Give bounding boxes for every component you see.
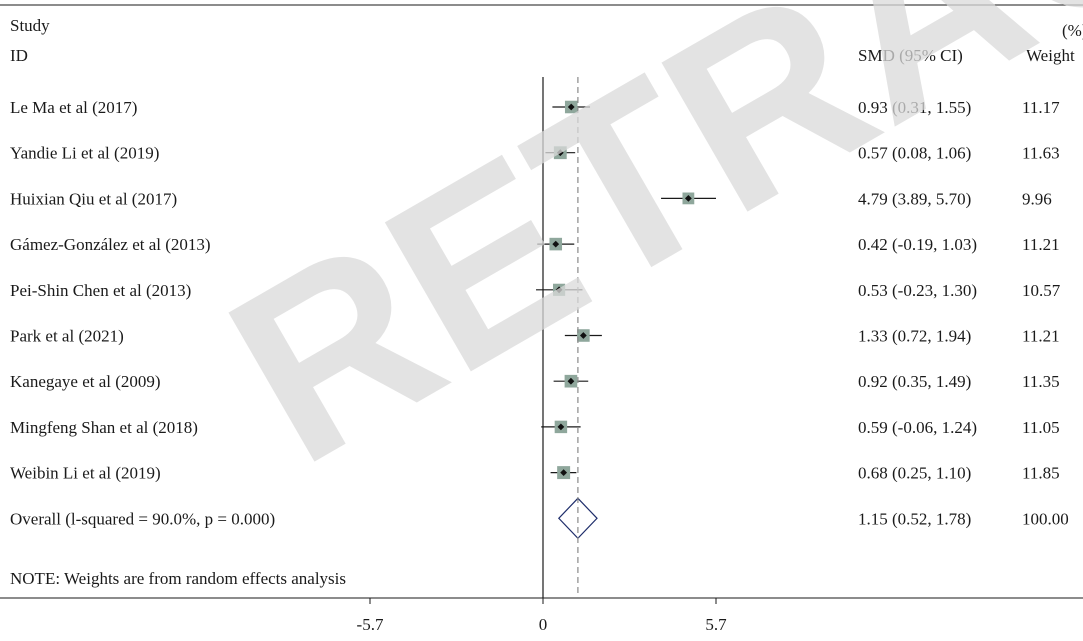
header-id: ID <box>10 46 28 65</box>
study-weight-text: 11.21 <box>1022 327 1060 346</box>
study-weight-text: 10.57 <box>1022 281 1061 300</box>
point-estimate <box>557 423 565 431</box>
point-estimate <box>556 149 564 157</box>
study-label: Weibin Li et al (2019) <box>10 464 161 483</box>
study-ci-text: 0.53 (-0.23, 1.30) <box>858 281 977 300</box>
study-label: Pei-Shin Chen et al (2013) <box>10 281 191 300</box>
overall-label: Overall (l-squared = 90.0%, p = 0.000) <box>10 509 275 528</box>
study-label: Gámez-González et al (2013) <box>10 235 211 254</box>
study-ci-text: 0.68 (0.25, 1.10) <box>858 464 971 483</box>
study-ci-text: 0.92 (0.35, 1.49) <box>858 372 971 391</box>
study-ci-text: 0.57 (0.08, 1.06) <box>858 144 971 163</box>
x-tick-label: 5.7 <box>705 615 727 634</box>
header-effect: SMD (95% CI) <box>858 46 963 65</box>
point-estimate <box>555 286 563 294</box>
x-tick-label: 0 <box>539 615 548 634</box>
study-ci-text: 1.33 (0.72, 1.94) <box>858 327 971 346</box>
study-label: Yandie Li et al (2019) <box>10 144 159 163</box>
header-study: Study <box>10 16 50 35</box>
study-row: Park et al (2021) 1.33 (0.72, 1.94) 11.21 <box>10 327 1060 346</box>
study-weight-text: 9.96 <box>1022 189 1052 208</box>
study-weight-text: 11.21 <box>1022 235 1060 254</box>
weights-note: NOTE: Weights are from random effects an… <box>10 569 346 588</box>
study-rows: Le Ma et al (2017) 0.93 (0.31, 1.55) 11.17… <box>10 98 1061 483</box>
study-weight-text: 11.17 <box>1022 98 1060 117</box>
study-label: Le Ma et al (2017) <box>10 98 137 117</box>
overall-diamond <box>557 497 598 540</box>
header-weight-unit: (%) <box>1062 21 1083 40</box>
study-label: Mingfeng Shan et al (2018) <box>10 418 198 437</box>
overall-weight-text: 100.00 <box>1022 509 1069 528</box>
study-ci-text: 0.93 (0.31, 1.55) <box>858 98 971 117</box>
study-weight-text: 11.35 <box>1022 372 1060 391</box>
point-estimate <box>567 103 575 111</box>
study-ci-text: 0.42 (-0.19, 1.03) <box>858 235 977 254</box>
study-label: Kanegaye et al (2009) <box>10 372 161 391</box>
overall-row: Overall (l-squared = 90.0%, p = 0.000) 1.… <box>10 497 1069 540</box>
point-estimate <box>684 195 692 202</box>
point-estimate <box>560 469 568 476</box>
x-tick-label: -5.7 <box>357 615 384 634</box>
study-row: Kanegaye et al (2009) 0.92 (0.35, 1.49) 11… <box>10 372 1060 391</box>
study-weight-text: 11.85 <box>1022 464 1060 483</box>
point-estimate <box>552 240 560 248</box>
study-weight-text: 11.05 <box>1022 418 1060 437</box>
study-row: Huixian Qiu et al (2017) 4.79 (3.89, 5.70… <box>10 189 1052 208</box>
study-row: Weibin Li et al (2019) 0.68 (0.25, 1.10) 1… <box>10 464 1060 483</box>
study-label: Park et al (2021) <box>10 327 124 346</box>
study-row: Yandie Li et al (2019) 0.57 (0.08, 1.06) 1… <box>10 144 1060 163</box>
header-weight: Weight <box>1026 46 1075 65</box>
x-axis: -5.7 0 5.7 <box>0 597 1083 634</box>
study-row: Gámez-González et al (2013) 0.42 (-0.19, … <box>10 235 1060 254</box>
overall-ci-text: 1.15 (0.52, 1.78) <box>858 509 971 528</box>
study-row: Le Ma et al (2017) 0.93 (0.31, 1.55) 11.17 <box>10 98 1060 117</box>
study-row: Mingfeng Shan et al (2018) 0.59 (-0.06, 1… <box>10 418 1060 437</box>
study-ci-text: 4.79 (3.89, 5.70) <box>858 189 971 208</box>
study-ci-text: 0.59 (-0.06, 1.24) <box>858 418 977 437</box>
point-estimate <box>579 332 587 339</box>
study-row: Pei-Shin Chen et al (2013) 0.53 (-0.23, 1… <box>10 281 1061 300</box>
study-label: Huixian Qiu et al (2017) <box>10 189 177 208</box>
point-estimate <box>567 377 575 385</box>
study-weight-text: 11.63 <box>1022 144 1060 163</box>
